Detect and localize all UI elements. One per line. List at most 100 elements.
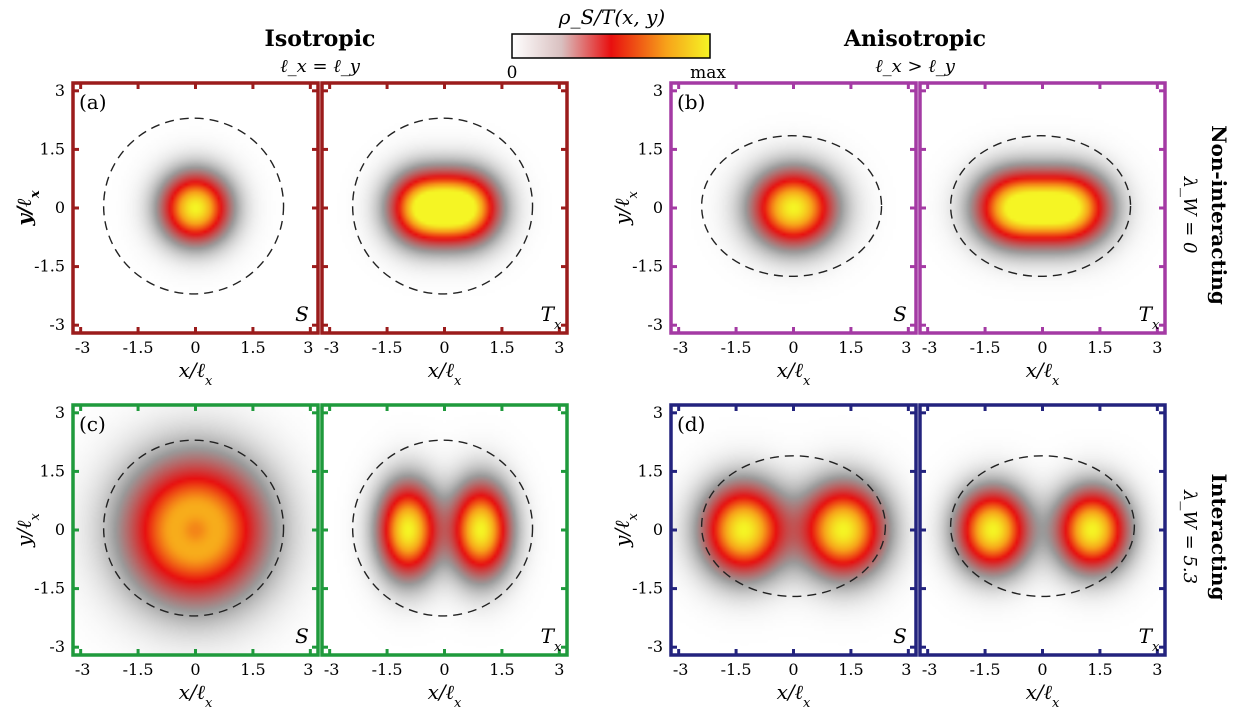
x-tick-label: -3 [673,660,689,679]
y-tick-label: 0 [55,198,65,217]
y-tick-label: 0 [653,198,663,217]
x-tick-label: -1.5 [721,338,752,357]
x-tick-label: -3 [673,338,689,357]
x-tick-label: 0 [439,338,449,357]
x-axis-label: x/ℓx [1026,358,1060,389]
x-tick-label: -1.5 [721,660,752,679]
dashed-boundary-ellipse [351,439,534,617]
y-tick-label: -1.5 [34,257,65,276]
x-tick-label: 3 [1152,660,1162,679]
panel-b: -3 -1.5 0 1.5 3 x/ℓx S 3 1.5 0 -1.5 -3 y/ℓx (b) -3 -1.5… [610,81,1167,389]
x-tick-label: 1.5 [489,660,514,679]
row-label-2-title: Interacting [1207,474,1231,601]
subplot-c-S: -3 -1.5 0 1.5 3 x/ℓx S 3 1.5 0 -1.5 -3 y/ℓx (c) [12,403,320,711]
x-tick-label: 3 [901,338,911,357]
x-tick-label: 0 [190,338,200,357]
x-tick-label: -1.5 [970,338,1001,357]
x-tick-label: -1.5 [123,660,154,679]
left-title: Isotropic [265,26,376,52]
x-tick-label: 1.5 [240,660,265,679]
state-label: S [295,302,309,326]
dashed-boundary-ellipse [102,439,285,617]
x-tick-label: -1.5 [372,660,403,679]
density-heatmap [73,83,318,333]
left-subtitle: ℓ_x = ℓ_y [280,56,361,77]
y-tick-label: 3 [55,403,65,422]
x-tick-label: 3 [303,660,313,679]
density-heatmap [322,405,567,655]
y-tick-label: -3 [49,315,65,334]
x-tick-label: 3 [554,660,564,679]
panel-letter-label: (c) [79,412,106,436]
dashed-boundary-ellipse [700,455,887,598]
x-tick-label: 0 [190,660,200,679]
colorbar-max-label: max [690,63,726,83]
x-tick-label: -3 [922,660,938,679]
y-tick-label: 3 [55,81,65,100]
x-tick-label: -3 [75,338,91,357]
x-tick-label: -1.5 [372,338,403,357]
density-heatmap [920,83,1165,333]
y-tick-label: 3 [653,81,663,100]
x-tick-label: 0 [1037,660,1047,679]
x-tick-label: 0 [788,338,798,357]
x-axis-label: x/ℓx [179,680,213,711]
y-axis-label: y/ℓx [610,512,641,547]
density-heatmap [671,405,916,655]
state-label: S [295,624,309,648]
dashed-boundary-ellipse [949,455,1136,598]
y-tick-label: -3 [647,637,663,656]
y-tick-label: -3 [49,637,65,656]
x-tick-label: 1.5 [838,660,863,679]
x-axis-label: x/ℓx [777,358,811,389]
panel-letter-label: (d) [677,412,705,436]
y-tick-label: 1.5 [638,461,663,480]
x-tick-label: 3 [554,338,564,357]
x-tick-label: 0 [439,660,449,679]
x-tick-label: 3 [901,660,911,679]
panel-letter-label: (a) [79,90,107,114]
y-axis-label: y/ℓx [610,190,641,225]
density-heatmap [322,83,567,333]
x-tick-label: 0 [788,660,798,679]
panel-a: -3 -1.5 0 1.5 3 x/ℓx S 3 1.5 0 -1.5 -3 y/ℓx (a) -3 -1.5… [12,81,569,389]
x-tick-label: -3 [75,660,91,679]
x-axis-label: x/ℓx [428,358,462,389]
x-tick-label: -1.5 [123,338,154,357]
y-tick-label: -1.5 [632,579,663,598]
colorbar [511,33,711,59]
dashed-boundary-ellipse [700,135,883,278]
x-tick-label: 1.5 [1087,338,1112,357]
y-tick-label: 0 [653,520,663,539]
x-axis-label: x/ℓx [1026,680,1060,711]
dashed-boundary-ellipse [351,117,534,295]
panel-d: -3 -1.5 0 1.5 3 x/ℓx S 3 1.5 0 -1.5 -3 y/ℓx (d) -3 -1.5… [610,403,1167,711]
y-tick-label: -1.5 [34,579,65,598]
y-axis-label: y/ℓx [12,190,43,226]
density-heatmap [920,405,1165,655]
x-tick-label: -1.5 [970,660,1001,679]
right-subtitle: ℓ_x > ℓ_y [875,56,956,77]
colorbar-min-label: 0 [507,63,518,83]
y-axis-label: y/ℓx [12,512,43,547]
y-tick-label: 1.5 [638,139,663,158]
x-axis-label: x/ℓx [428,680,462,711]
colorbar-label: ρ_S/T(x, y) [558,5,665,29]
x-axis-label: x/ℓx [179,358,213,389]
density-heatmap [671,83,916,333]
x-tick-label: -3 [324,660,340,679]
x-tick-label: 1.5 [1087,660,1112,679]
y-tick-label: 3 [653,403,663,422]
x-tick-label: 3 [1152,338,1162,357]
y-tick-label: 0 [55,520,65,539]
x-axis-label: x/ℓx [777,680,811,711]
dashed-boundary-ellipse [102,117,285,295]
x-tick-label: -3 [324,338,340,357]
dashed-boundary-ellipse [949,135,1132,278]
y-tick-label: 1.5 [40,139,65,158]
state-label: S [893,302,907,326]
